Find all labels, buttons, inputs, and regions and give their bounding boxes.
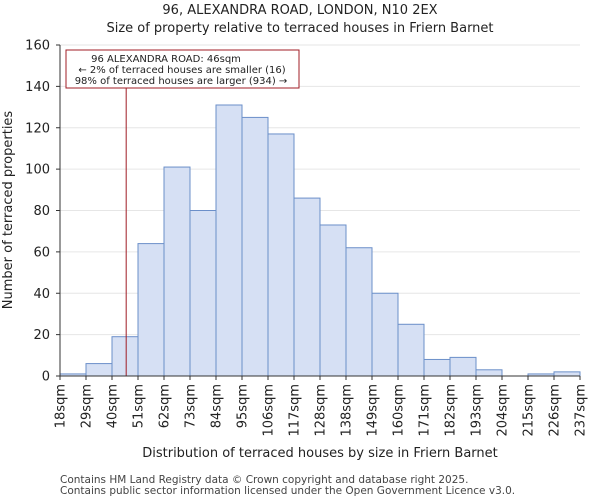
- histogram-bar: [85, 363, 113, 377]
- x-tick-label: 62sqm: [158, 384, 173, 428]
- histogram-bar: [189, 210, 217, 377]
- histogram-bar: [241, 116, 269, 377]
- x-tick-label: 171sqm: [418, 384, 433, 437]
- annotation-line-1: 96 ALEXANDRA ROAD: 46sqm: [91, 54, 241, 65]
- y-tick-label: 20: [33, 328, 50, 343]
- x-tick-label: 226sqm: [548, 384, 563, 437]
- y-tick-label: 140: [25, 80, 50, 95]
- x-tick-labels: 18sqm 29sqm 40sqm 51sqm 62sqm 73sqm 84sqm 95sqm…: [54, 376, 589, 437]
- x-tick-label: 51sqm: [132, 384, 147, 428]
- x-tick-label: 106sqm: [262, 384, 277, 437]
- x-tick-label: 204sqm: [496, 384, 511, 437]
- x-tick-label: 138sqm: [340, 384, 355, 437]
- y-tick-label: 160: [25, 39, 50, 54]
- histogram-bar: [345, 247, 373, 377]
- x-tick-label: 18sqm: [54, 384, 69, 428]
- histogram-bar: [397, 323, 425, 377]
- x-tick-label: 29sqm: [80, 384, 95, 428]
- histogram-bar: [449, 356, 477, 377]
- bars-layer: [59, 104, 581, 377]
- x-tick-label: 40sqm: [106, 384, 121, 428]
- x-tick-label: 128sqm: [314, 384, 329, 437]
- histogram-bar: [293, 197, 321, 377]
- chart-title: 96, ALEXANDRA ROAD, LONDON, N10 2EX: [162, 3, 437, 18]
- x-tick-label: 237sqm: [574, 384, 589, 437]
- x-tick-label: 182sqm: [444, 384, 459, 437]
- x-tick-label: 193sqm: [470, 384, 485, 437]
- x-axis-label: Distribution of terraced houses by size …: [142, 446, 498, 461]
- histogram-bar: [371, 292, 399, 377]
- x-tick-label: 84sqm: [210, 384, 225, 428]
- x-tick-label: 117sqm: [288, 384, 303, 437]
- histogram-bar: [215, 104, 243, 377]
- histogram-bar: [423, 358, 451, 377]
- histogram-bar: [163, 166, 191, 377]
- x-tick-label: 95sqm: [236, 384, 251, 428]
- footer-line-2: Contains public sector information licen…: [60, 485, 515, 497]
- footer-line-1: Contains HM Land Registry data © Crown c…: [60, 474, 468, 486]
- y-tick-label: 100: [25, 163, 50, 178]
- annotation-box: 96 ALEXANDRA ROAD: 46sqm ← 2% of terrace…: [65, 49, 300, 89]
- y-tick-label: 120: [25, 121, 50, 136]
- y-tick-label: 40: [33, 287, 50, 302]
- x-tick-label: 215sqm: [522, 384, 537, 437]
- histogram-bar: [553, 371, 581, 377]
- histogram-bar: [111, 336, 139, 377]
- annotation-line-2: ← 2% of terraced houses are smaller (16): [78, 65, 285, 76]
- histogram-bar: [319, 224, 347, 377]
- y-tick-label: 80: [33, 204, 50, 219]
- annotation-border: [65, 49, 300, 89]
- x-tick-label: 149sqm: [366, 384, 381, 437]
- histogram-bar: [475, 369, 503, 377]
- y-tick-label: 60: [33, 245, 50, 260]
- annotation-line-3: 98% of terraced houses are larger (934) …: [75, 76, 288, 87]
- x-tick-label: 73sqm: [184, 384, 199, 428]
- histogram-bar: [137, 243, 165, 377]
- histogram-bar: [267, 133, 295, 377]
- chart-subtitle: Size of property relative to terraced ho…: [106, 21, 493, 36]
- y-axis-label: Number of terraced properties: [1, 111, 16, 310]
- y-tick-label: 0: [42, 370, 50, 385]
- y-tick-labels: 0 20 40 60 80 100 120 140 160: [25, 39, 60, 385]
- x-tick-label: 160sqm: [392, 384, 407, 437]
